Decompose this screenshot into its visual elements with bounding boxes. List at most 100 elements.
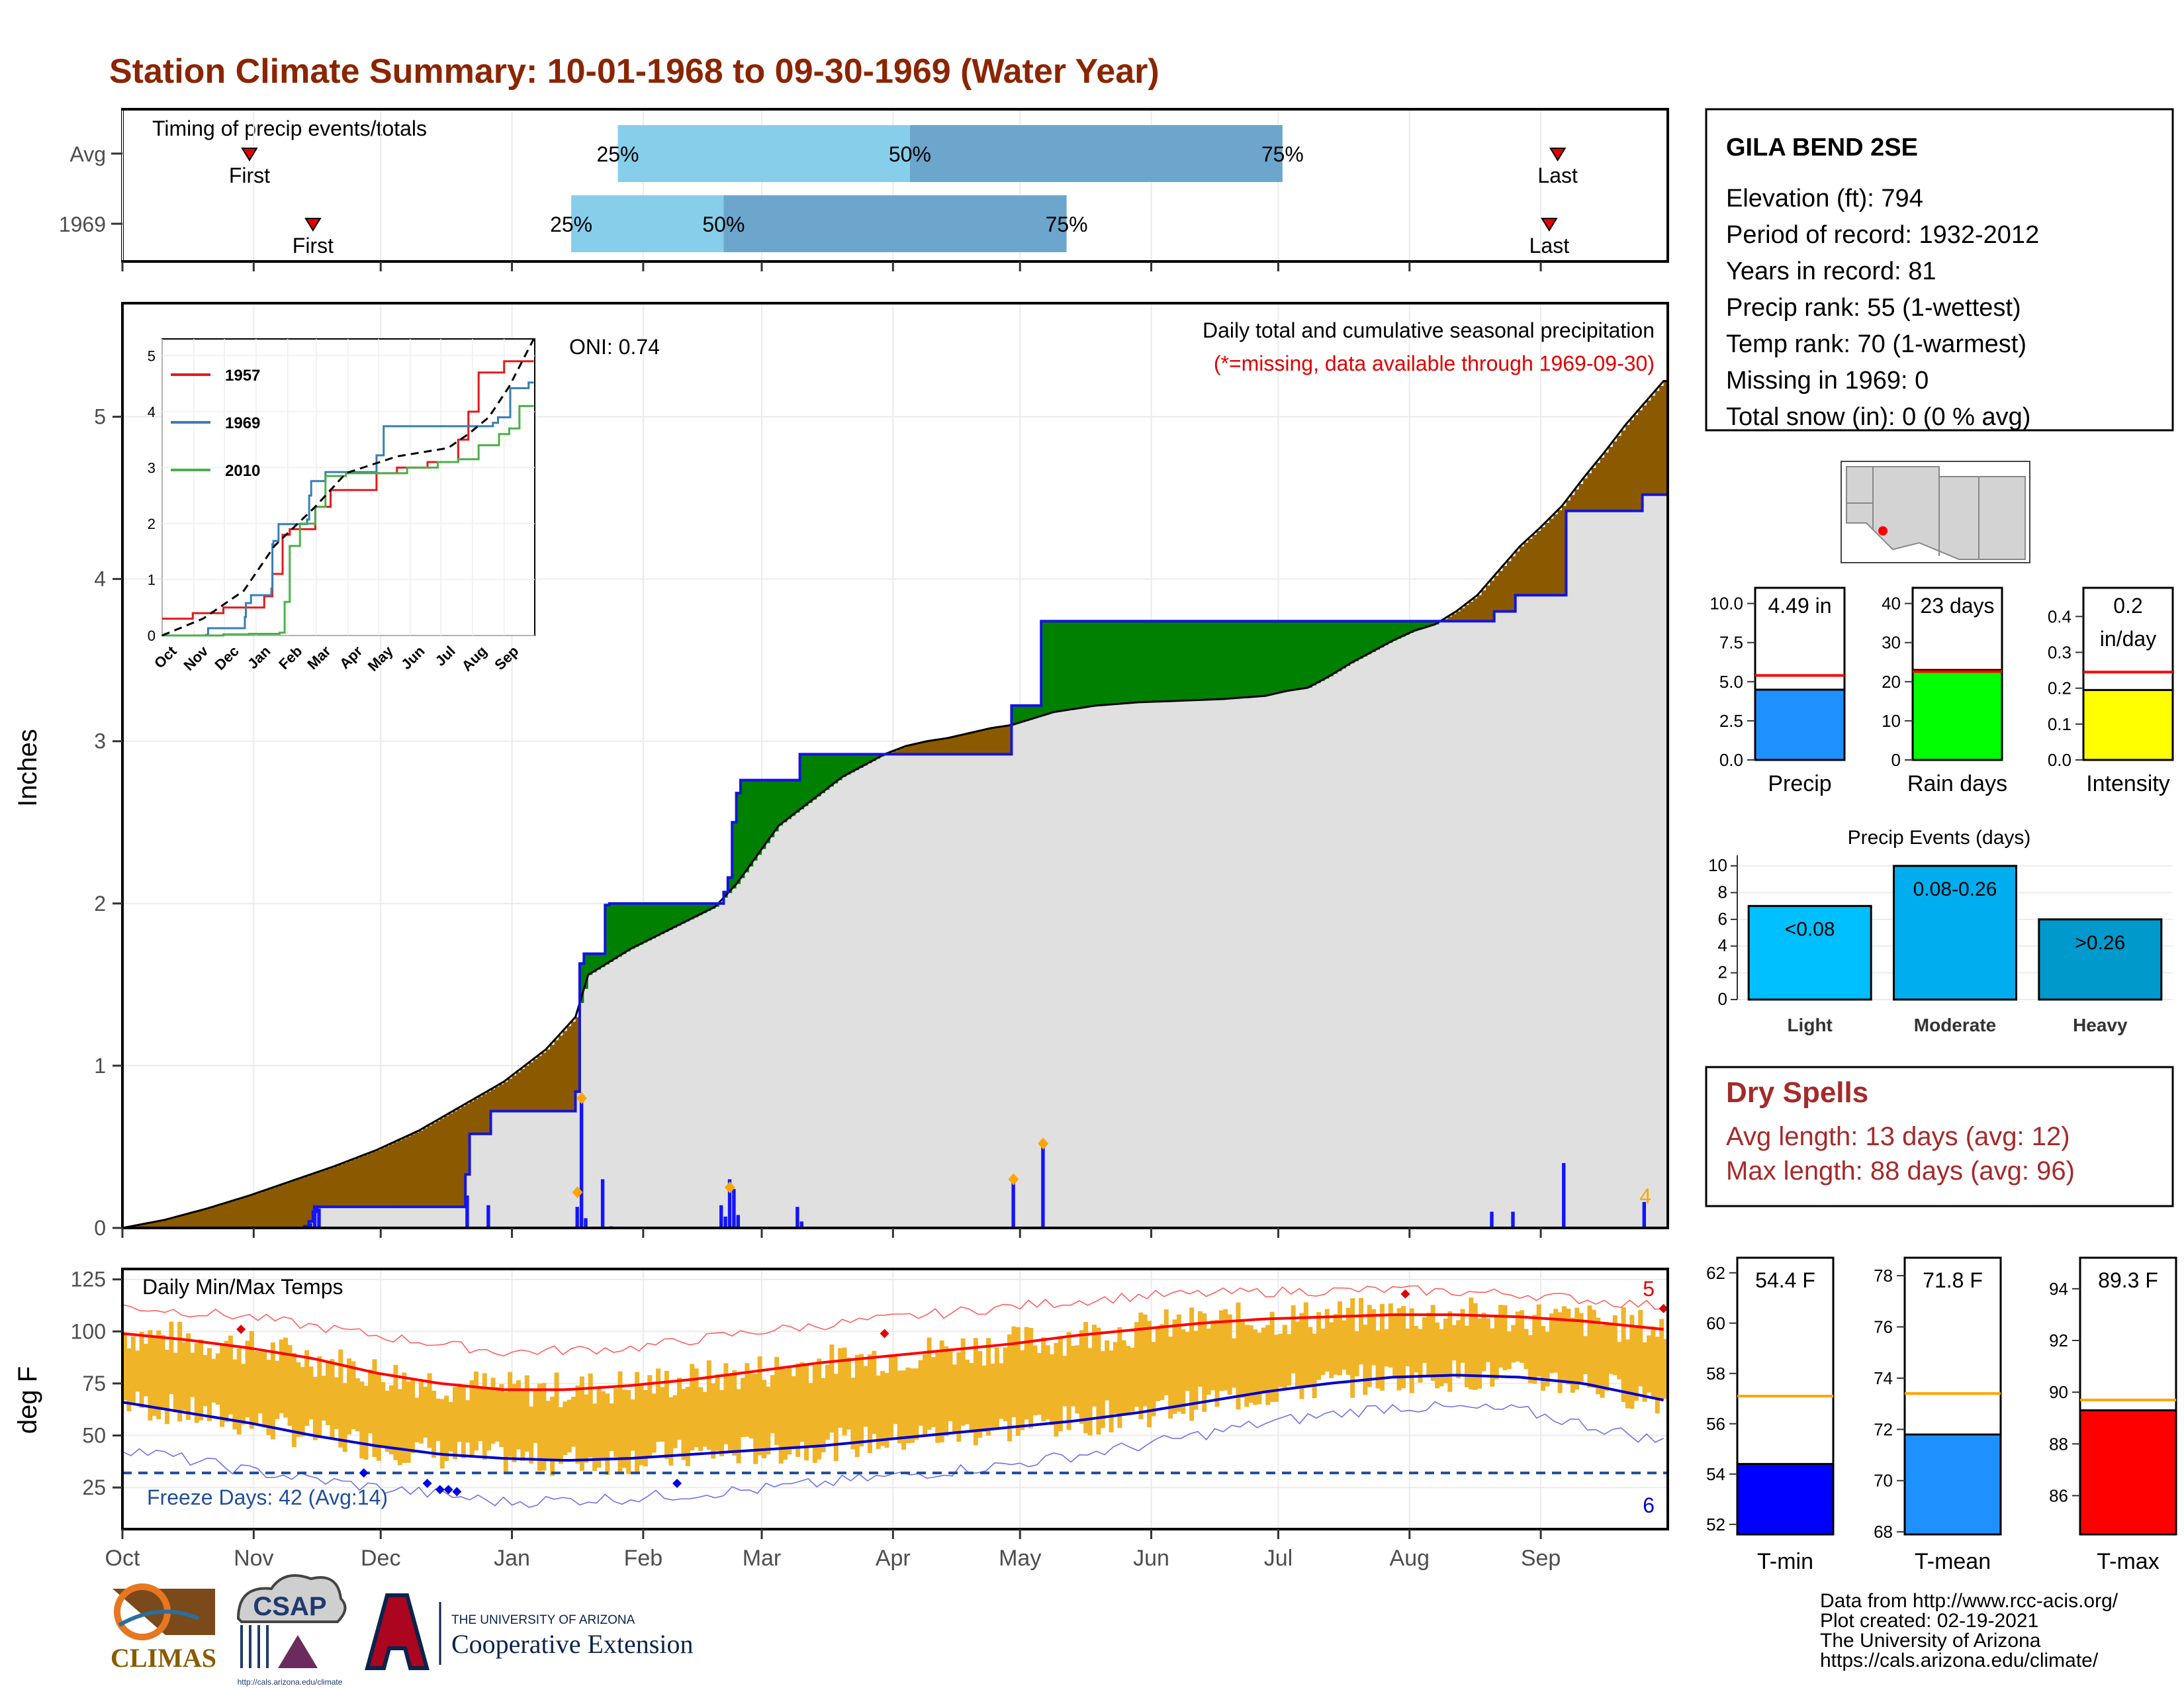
month-tick-label: Feb [624,1546,663,1571]
precip-base-area [1126,703,1131,1228]
precip-base-area [1494,611,1499,1228]
precip-departure-area [1663,381,1668,495]
summary-bar-value: 0.2 [2113,594,2142,618]
daily-temp-range-bar [439,1399,445,1469]
precip-departure-area [1253,621,1258,697]
precip-base-area [706,911,711,1228]
daily-temp-range-bar [736,1389,741,1464]
precip-departure-area [1227,621,1232,699]
precip-departure-area [592,953,598,972]
precip-base-area [1388,643,1393,1228]
daily-temp-range-bar [1405,1328,1410,1366]
precip-departure-area [969,733,974,755]
precip-departure-area [1342,621,1347,669]
daily-temp-range-bar [1147,1321,1152,1428]
timing-q25-label: 25% [550,212,592,236]
precip-base-area [1062,710,1068,1228]
inset-normal-dashed-line [161,338,535,637]
precip-base-area [1308,687,1313,1228]
station-detail-line: Total snow (in): 0 (0 % avg) [1726,403,2030,431]
precip-daily-bar [600,1179,605,1228]
daily-temp-range-bar [1295,1321,1300,1388]
daily-temp-range-bar [872,1350,877,1434]
footer-credits: Data from http://www.rcc-acis.org/ Plot … [1820,1590,2118,1671]
precip-departure-area [596,953,602,970]
daily-temp-range-bar [266,1360,271,1435]
precip-departure-area [791,780,796,816]
precip-departure-area [389,1144,394,1207]
precip-departure-area [609,903,614,962]
precip-departure-area [1176,621,1181,701]
daily-temp-range-bar [444,1395,449,1462]
precip-y-tick-label: 3 [94,729,106,753]
precip-base-area [690,919,695,1228]
daily-temp-range-bar [389,1385,394,1455]
daily-temp-range-bar [1121,1340,1126,1416]
precip-departure-area [660,903,665,935]
daily-temp-range-bar [978,1351,983,1438]
precip-daily-bar [308,1223,312,1228]
daily-temp-range-bar [397,1389,402,1466]
precip-events-chart: Precip Events (days) 0 2 4 6 8 10 <0.08 Light 0.… [1706,818,2173,1041]
precip-base-area [1600,510,1605,1228]
precip-base-area [1011,725,1017,1228]
precip-departure-area [1345,621,1351,667]
precip-frame [121,302,1669,1229]
events-y-tick-label: 10 [1708,855,1727,875]
precip-departure-area [770,780,775,837]
daily-temp-range-bar [1189,1307,1195,1421]
precip-departure-area [817,754,822,797]
daily-temp-range-bar [639,1383,644,1466]
precip-departure-area [1524,542,1529,596]
precip-departure-area [393,1142,398,1207]
precip-departure-area [1151,621,1156,702]
precip-daily-bar [736,1215,740,1228]
precip-departure-area [1100,621,1105,706]
daily-temp-range-bar [741,1378,745,1437]
precip-departure-area [1426,621,1432,628]
precip-departure-area [1015,705,1021,724]
precip-base-area [563,1111,568,1228]
precip-departure-area [1545,522,1550,596]
daily-temp-range-bar [571,1396,576,1447]
precip-departure-area [803,754,809,806]
daily-temp-range-bar [867,1354,872,1454]
precip-departure-area [909,745,915,755]
precip-departure-area [1604,452,1610,511]
precip-header: Daily total and cumulative seasonal prec… [1203,318,1655,342]
daily-temp-range-bar [236,1348,242,1435]
precip-daily-bar [727,1179,732,1228]
precip-base-area [664,931,669,1228]
precip-departure-area [406,1136,411,1207]
precip-departure-area [287,1182,293,1228]
precip-departure-area [1541,527,1546,596]
precip-daily-bar [486,1205,490,1228]
daily-temp-range-bar [1282,1325,1287,1389]
precip-base-area [825,790,830,1228]
precip-base-area [1338,671,1343,1228]
daily-temp-range-bar [1324,1309,1330,1372]
precip-departure-area [677,903,682,926]
precip-base-area [605,964,610,1228]
precip-departure-area [529,1062,534,1111]
daily-temp-range-bar [1096,1327,1101,1435]
precip-base-area [1130,702,1135,1228]
precip-base-area [931,754,936,1228]
precip-base-area [647,940,653,1228]
daily-temp-range-bar [1032,1345,1038,1416]
daily-temp-range-bar [1329,1322,1334,1378]
precip-departure-area [1350,621,1355,664]
inset-y-tick-label: 2 [148,516,156,532]
daily-temp-range-bar [1498,1305,1504,1368]
inset-y-tick-label: 1 [148,571,156,588]
daily-temp-range-bar [884,1373,889,1448]
daily-temp-range-bar [368,1370,373,1434]
precip-base-area [952,754,957,1228]
precip-departure-area [850,754,856,773]
daily-temp-range-bar [1655,1336,1660,1414]
inset-legend-1969-label: 1969 [225,414,260,432]
daily-temp-range-bar [1244,1325,1250,1407]
timing-row-label: Avg [69,142,106,166]
precip-departure-area [1028,705,1034,720]
daily-temp-range-bar [1210,1320,1216,1391]
